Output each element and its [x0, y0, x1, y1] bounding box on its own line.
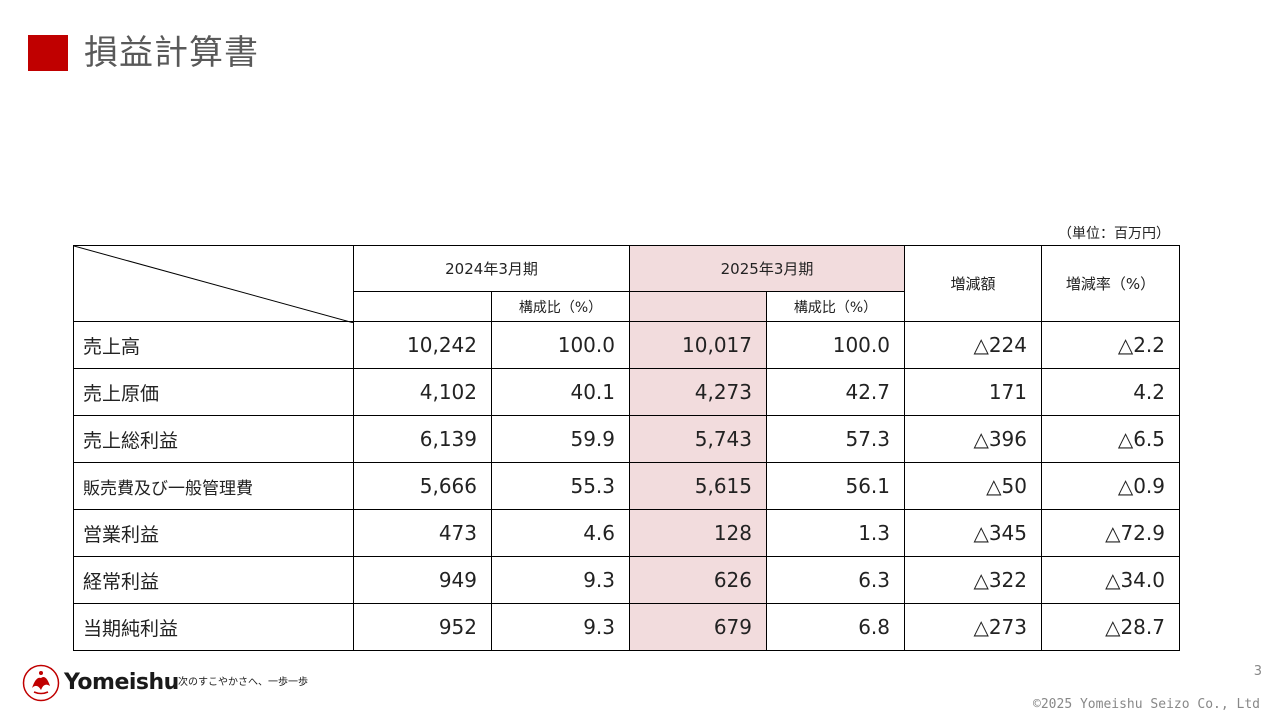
ratio-2024: 100.0 [491, 321, 630, 369]
value-2024: 10,242 [353, 321, 492, 369]
row-label: 経常利益 [73, 556, 354, 604]
diff-value: △50 [904, 462, 1042, 510]
page-number: 3 [1253, 664, 1262, 679]
row-label: 当期純利益 [73, 603, 354, 651]
ratio-2025: 57.3 [766, 415, 905, 463]
rate-value: △72.9 [1041, 509, 1180, 557]
ratio-2025: 100.0 [766, 321, 905, 369]
rate-value: △34.0 [1041, 556, 1180, 604]
diagonal-line [74, 246, 354, 323]
header-2024-value-blank [353, 291, 492, 322]
header-diff: 増減額 [904, 245, 1042, 322]
header-2025-value-blank [629, 291, 767, 322]
rate-value: 4.2 [1041, 368, 1180, 416]
value-2024: 4,102 [353, 368, 492, 416]
value-2024: 473 [353, 509, 492, 557]
page-title: 損益計算書 [84, 33, 259, 73]
rate-value: △6.5 [1041, 415, 1180, 463]
header-2024: 2024年3月期 [353, 245, 630, 292]
row-label: 営業利益 [73, 509, 354, 557]
header-rate: 増減率（%） [1041, 245, 1180, 322]
row-label: 売上総利益 [73, 415, 354, 463]
diff-value: 171 [904, 368, 1042, 416]
ratio-2025: 6.8 [766, 603, 905, 651]
header-2024-ratio: 構成比（%） [491, 291, 630, 322]
diff-value: △273 [904, 603, 1042, 651]
yomeishu-crest-icon [22, 664, 60, 702]
ratio-2024: 55.3 [491, 462, 630, 510]
table-row: 営業利益 473 4.6 128 1.3 △345 △72.9 [73, 509, 1180, 557]
value-2025: 5,743 [629, 415, 767, 463]
value-2024: 5,666 [353, 462, 492, 510]
value-2025: 4,273 [629, 368, 767, 416]
value-2025: 5,615 [629, 462, 767, 510]
row-label: 売上原価 [73, 368, 354, 416]
table-row: 経常利益 949 9.3 626 6.3 △322 △34.0 [73, 556, 1180, 604]
ratio-2024: 59.9 [491, 415, 630, 463]
table-row: 売上高 10,242 100.0 10,017 100.0 △224 △2.2 [73, 321, 1180, 369]
ratio-2025: 6.3 [766, 556, 905, 604]
value-2024: 6,139 [353, 415, 492, 463]
header-2025-ratio: 構成比（%） [766, 291, 905, 322]
header-2025: 2025年3月期 [629, 245, 905, 292]
unit-note: （単位：百万円） [1058, 226, 1170, 242]
diff-value: △396 [904, 415, 1042, 463]
value-2025: 679 [629, 603, 767, 651]
diff-value: △345 [904, 509, 1042, 557]
income-statement-table: 2024年3月期 2025年3月期 増減額 増減率（%） 構成比（%） 構成比（… [73, 245, 1180, 651]
brand-wordmark: Yomeishu [64, 670, 179, 695]
copyright: ©2025 Yomeishu Seizo Co., Ltd [1033, 697, 1260, 712]
brand-tagline: 次のすこやかさへ、一歩一歩 [178, 677, 308, 688]
diff-value: △224 [904, 321, 1042, 369]
ratio-2025: 1.3 [766, 509, 905, 557]
ratio-2025: 42.7 [766, 368, 905, 416]
title-accent-square [28, 35, 68, 71]
ratio-2024: 9.3 [491, 556, 630, 604]
rate-value: △0.9 [1041, 462, 1180, 510]
table-row: 販売費及び一般管理費 5,666 55.3 5,615 56.1 △50 △0.… [73, 462, 1180, 510]
value-2024: 949 [353, 556, 492, 604]
corner-diagonal-cell [73, 245, 354, 323]
value-2024: 952 [353, 603, 492, 651]
rate-value: △2.2 [1041, 321, 1180, 369]
table-row: 売上総利益 6,139 59.9 5,743 57.3 △396 △6.5 [73, 415, 1180, 463]
rate-value: △28.7 [1041, 603, 1180, 651]
ratio-2024: 9.3 [491, 603, 630, 651]
table-row: 売上原価 4,102 40.1 4,273 42.7 171 4.2 [73, 368, 1180, 416]
value-2025: 10,017 [629, 321, 767, 369]
row-label: 販売費及び一般管理費 [73, 462, 354, 510]
table-row: 当期純利益 952 9.3 679 6.8 △273 △28.7 [73, 603, 1180, 651]
row-label: 売上高 [73, 321, 354, 369]
value-2025: 626 [629, 556, 767, 604]
diff-value: △322 [904, 556, 1042, 604]
value-2025: 128 [629, 509, 767, 557]
ratio-2024: 4.6 [491, 509, 630, 557]
ratio-2025: 56.1 [766, 462, 905, 510]
ratio-2024: 40.1 [491, 368, 630, 416]
